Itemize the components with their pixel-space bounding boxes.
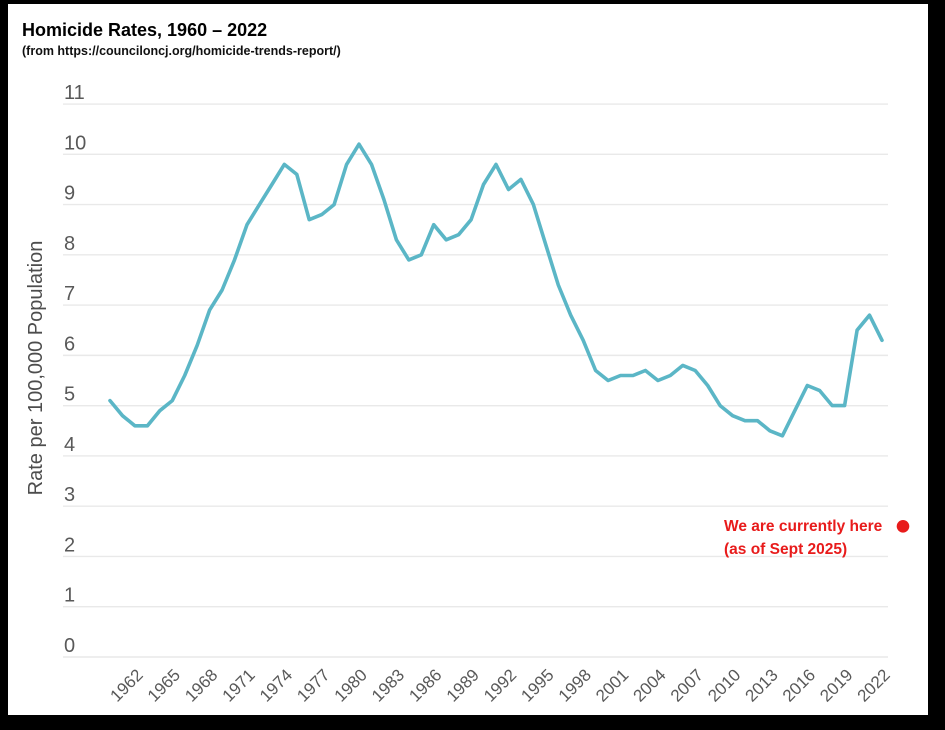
x-tick-label: 1986 (405, 665, 445, 705)
x-tick-label: 2016 (779, 665, 819, 705)
x-tick-label: 1968 (181, 665, 221, 705)
y-tick-label: 6 (64, 333, 75, 355)
y-tick-label: 1 (64, 585, 75, 607)
chart-frame: Homicide Rates, 1960 – 2022 (from https:… (8, 4, 928, 715)
homicide-rates-line-chart: 0123456789101119621965196819711974197719… (25, 82, 910, 706)
x-tick-label: 1977 (293, 665, 333, 705)
chart-title: Homicide Rates, 1960 – 2022 (22, 20, 268, 40)
y-tick-label: 11 (64, 82, 85, 104)
y-tick-label: 10 (64, 132, 86, 154)
annotation-text-line1: We are currently here (724, 518, 883, 535)
x-tick-label: 2001 (592, 665, 632, 705)
chart-header: Homicide Rates, 1960 – 2022 (from https:… (22, 20, 341, 58)
x-tick-label: 1980 (331, 665, 371, 705)
x-tick-label: 1989 (443, 665, 483, 705)
y-tick-label: 7 (64, 283, 75, 305)
y-tick-label: 9 (64, 183, 75, 205)
current-position-dot (896, 519, 910, 533)
homicide-rate-line (108, 142, 884, 438)
x-tick-label: 2007 (667, 665, 707, 705)
y-tick-label: 5 (64, 384, 75, 406)
y-tick-label: 2 (64, 534, 75, 556)
x-tick-label: 1971 (219, 665, 259, 705)
x-tick-label: 2022 (854, 665, 894, 705)
x-tick-label: 1965 (144, 665, 184, 705)
chart-subtitle: (from https://counciloncj.org/homicide-t… (22, 43, 341, 58)
y-tick-label: 8 (64, 233, 75, 255)
x-tick-label: 2013 (742, 665, 782, 705)
annotation-text-line2: (as of Sept 2025) (724, 541, 847, 558)
y-axis-title: Rate per 100,000 Population (25, 241, 47, 496)
x-tick-label: 1974 (256, 665, 296, 705)
x-tick-label: 1992 (480, 665, 520, 705)
x-tick-label: 2019 (816, 665, 856, 705)
y-tick-label: 3 (64, 484, 75, 506)
x-tick-label: 2004 (630, 665, 670, 705)
y-tick-label: 4 (64, 434, 75, 456)
y-tick-label: 0 (64, 635, 75, 657)
x-tick-label: 1962 (107, 665, 147, 705)
x-tick-label: 1995 (517, 665, 557, 705)
x-tick-label: 1983 (368, 665, 408, 705)
x-tick-label: 1998 (555, 665, 595, 705)
x-tick-label: 2010 (704, 665, 744, 705)
